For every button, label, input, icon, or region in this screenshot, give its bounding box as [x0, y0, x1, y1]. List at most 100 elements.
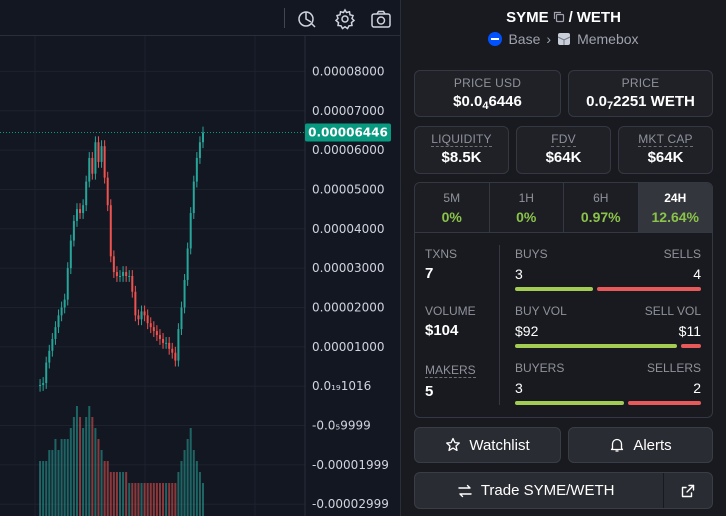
volume-bar [125, 472, 128, 516]
volume-bar [100, 450, 103, 516]
tab-5m-label: 5M [443, 191, 461, 205]
buyers-sellers-bar [515, 401, 701, 405]
pair-separator: / [568, 8, 573, 26]
tab-24h-change: 12.64% [651, 209, 699, 225]
candle-body [183, 279, 186, 308]
bell-icon [609, 437, 625, 453]
dex-name[interactable]: Memebox [577, 31, 639, 47]
mkt-cap-label[interactable]: MKT CAP [638, 132, 693, 147]
buy-vol-label: BUY VOL [515, 304, 567, 318]
fdv-value: $64K [545, 149, 582, 166]
volume-bar [82, 428, 85, 516]
volume-bar [171, 483, 174, 516]
price-usd-value: $0.046446 [453, 93, 522, 112]
trade-button[interactable]: Trade SYME/WETH [414, 472, 713, 509]
tab-1h[interactable]: 1H 0% [489, 183, 564, 232]
mkt-cap-value: $64K [647, 149, 684, 166]
tab-6h-change: 0.97% [580, 209, 621, 225]
volume-bar [39, 461, 42, 516]
trade-main[interactable]: Trade SYME/WETH [415, 482, 656, 499]
txns-stat: TXNS 7 [425, 247, 457, 282]
candle-body [45, 362, 48, 384]
star-icon [445, 437, 461, 453]
alerts-button[interactable]: Alerts [568, 427, 713, 463]
volume-bar [189, 428, 192, 516]
tab-5m-change: 0% [441, 209, 462, 225]
chevron-right-icon: › [546, 31, 552, 47]
volume-bar [168, 483, 171, 516]
volume-stat: VOLUME $104 [425, 304, 476, 339]
candle-body [195, 157, 198, 182]
volume-bar [152, 483, 155, 516]
volume-bar [66, 439, 69, 516]
candle-body [100, 146, 103, 162]
chart-pane[interactable]: 0.00008000 0.00007000 0.00006000 0.00005000… [0, 0, 400, 516]
candle-body [94, 142, 97, 174]
sells-label: SELLS [663, 247, 701, 261]
candle-body [48, 350, 51, 363]
candle-body [125, 272, 128, 276]
volume-bar [140, 483, 143, 516]
pane-divider[interactable] [400, 0, 401, 516]
alerts-label: Alerts [633, 436, 672, 454]
candle-body [42, 383, 45, 385]
price-axis-label: 0.00006000 [312, 143, 385, 157]
tab-6h[interactable]: 6H 0.97% [564, 183, 639, 232]
volume-bar [60, 439, 63, 516]
volume-bar [115, 472, 118, 516]
candle-body [66, 268, 69, 300]
candle-body [192, 181, 195, 214]
candle-body [79, 209, 82, 214]
buy-volume-bar [515, 344, 677, 348]
candle-body [180, 307, 183, 330]
open-external-button[interactable] [664, 483, 712, 499]
volume-bar [109, 472, 112, 516]
tab-1h-label: 1H [518, 191, 534, 205]
candle-body [165, 342, 168, 344]
watchlist-button[interactable]: Watchlist [414, 427, 561, 463]
candle-body [177, 329, 180, 361]
chain-name[interactable]: Base [508, 31, 541, 47]
candle-body [60, 307, 63, 316]
indicators-icon[interactable] [296, 8, 318, 30]
volume-bar [51, 450, 54, 516]
candle-body [143, 311, 146, 316]
memebox-dex-icon [557, 32, 571, 46]
liquidity-value: $8.5K [441, 149, 482, 166]
transactions-area: TXNS 7 VOLUME $104 MAKERS 5 BUYS SELLS 3… [415, 233, 712, 417]
candle-body [115, 272, 118, 276]
tab-5m[interactable]: 5M 0% [415, 183, 490, 232]
sells-value: 4 [693, 266, 701, 282]
txns-value: 7 [425, 265, 434, 282]
volume-bar [103, 461, 106, 516]
volume-bar [186, 439, 189, 516]
price-native-label: PRICE [621, 76, 660, 90]
base-symbol: SYME [506, 8, 549, 26]
price-axis[interactable]: 0.00008000 0.00007000 0.00006000 0.00005000… [312, 64, 389, 511]
sells-bar [597, 287, 701, 291]
fdv-label[interactable]: FDV [551, 132, 576, 147]
volume-bars [39, 406, 204, 516]
volume-bar [155, 483, 158, 516]
camera-icon[interactable] [370, 8, 392, 30]
sell-vol-value: $11 [678, 323, 701, 339]
price-chart[interactable]: 0.00008000 0.00007000 0.00006000 0.00005000… [0, 36, 400, 516]
volume-bar [162, 483, 165, 516]
copy-icon[interactable] [553, 11, 565, 23]
makers-label[interactable]: MAKERS [425, 363, 476, 378]
tab-24h[interactable]: 24H 12.64% [638, 183, 712, 232]
pair-info-panel: SYME / WETH Base › Memebox [401, 0, 726, 516]
volume-bar [63, 439, 66, 516]
buys-bar [515, 287, 593, 291]
price-axis-label: 0.0₁₉1016 [312, 379, 371, 393]
sell-volume-bar [681, 344, 701, 348]
buys-sells-row: BUYS SELLS 3 4 [515, 247, 701, 291]
buys-sells-bar [515, 287, 701, 291]
settings-gear-icon[interactable] [334, 8, 356, 30]
candle-body [202, 132, 204, 143]
candle-body [146, 315, 149, 324]
buy-vol-value: $92 [515, 323, 539, 339]
candle-body [137, 315, 140, 320]
volume-label: VOLUME [425, 304, 476, 318]
sellers-value: 2 [693, 380, 701, 396]
